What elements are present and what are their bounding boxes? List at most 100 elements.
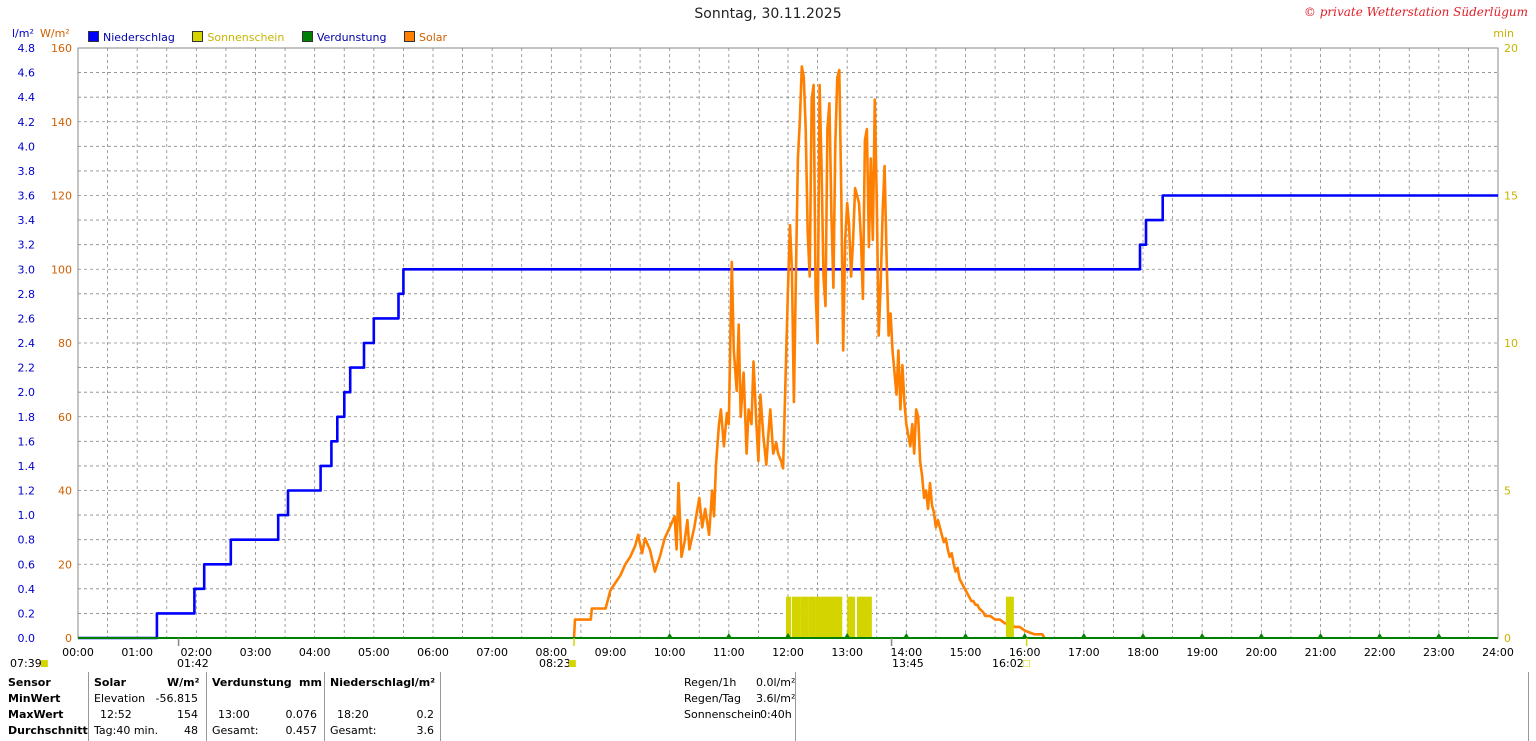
- y-tick-label-rain: 0.4: [18, 583, 36, 596]
- legend-item-verdunstung: Verdunstung: [301, 31, 386, 44]
- evaporation-marker: [1199, 633, 1206, 638]
- y-tick-label-rain: 4.6: [18, 67, 36, 80]
- evaporation-marker: [1080, 633, 1087, 638]
- y-tick-label-rain: 1.4: [18, 460, 36, 473]
- evaporation-marker: [1258, 633, 1265, 638]
- y-tick-label-min: 15: [1504, 190, 1518, 203]
- evaporation-marker: [962, 633, 969, 638]
- sunshine-bar: [803, 596, 809, 638]
- table-divider: [1528, 672, 1529, 741]
- header-solar: Solar: [94, 676, 127, 689]
- y-tick-label-solar: 140: [51, 116, 72, 129]
- y-tick-label-solar: 120: [51, 190, 72, 203]
- x-tick-label: 22:00: [1364, 646, 1396, 659]
- sunshine-bar: [862, 596, 868, 638]
- y-tick-label-rain: 3.2: [18, 239, 36, 252]
- table-divider: [206, 672, 207, 741]
- x-tick-label: 21:00: [1305, 646, 1337, 659]
- y-tick-label-min: 10: [1504, 337, 1518, 350]
- sunset-label: 16:02: [992, 657, 1024, 670]
- x-tick-label: 06:00: [417, 646, 449, 659]
- y-tick-label-min: 20: [1504, 42, 1518, 55]
- min-solar-label: 01:42: [177, 657, 209, 670]
- x-tick-label: 04:00: [299, 646, 331, 659]
- y-tick-label-rain: 2.4: [18, 337, 36, 350]
- y-tick-label-solar: 60: [58, 411, 72, 424]
- legend-item-niederschlag: Niederschlag: [88, 31, 175, 44]
- legend-item-sonnenschein: Sonnenschein: [192, 31, 284, 44]
- table-divider: [88, 672, 89, 741]
- x-tick-label: 13:00: [831, 646, 863, 659]
- table-divider: [324, 672, 325, 741]
- sunrise-label: 07:39: [10, 657, 42, 670]
- cell-rain-b: 3.6: [416, 724, 435, 737]
- sunshine-bar: [850, 596, 856, 638]
- y-tick-label-rain: 2.6: [18, 312, 36, 325]
- y-tick-label-rain: 1.0: [18, 509, 36, 522]
- summary-label: Regen/Tag: [684, 692, 741, 705]
- cell-rain-b: 0.2: [416, 708, 435, 721]
- y-tick-label-rain: 0.6: [18, 558, 36, 571]
- x-tick-label: 17:00: [1068, 646, 1100, 659]
- x-tick-label: 10:00: [654, 646, 686, 659]
- y-tick-label-solar: 160: [51, 42, 72, 55]
- evaporation-marker: [1376, 633, 1383, 638]
- legend: Niederschlag Sonnenschein Verdunstung So…: [88, 31, 461, 44]
- x-tick-label: 15:00: [950, 646, 982, 659]
- y-tick-label-rain: 4.4: [18, 91, 36, 104]
- y-tick-label-rain: 1.6: [18, 435, 36, 448]
- sunshine-bar: [857, 596, 862, 638]
- x-tick-label: 01:00: [121, 646, 153, 659]
- y-tick-label-rain: 4.2: [18, 116, 36, 129]
- evaporation-marker: [1435, 633, 1442, 638]
- summary-value: 0:40h: [760, 708, 792, 721]
- y-tick-label-min: 0: [1504, 632, 1511, 645]
- sunshine-bar: [1005, 596, 1011, 638]
- unit-rain: l/m²: [12, 27, 34, 40]
- header-rain: Niederschlag: [330, 676, 412, 689]
- evaporation-marker: [844, 633, 851, 638]
- y-tick-label-rain: 4.8: [18, 42, 36, 55]
- y-tick-label-rain: 1.2: [18, 485, 36, 498]
- legend-swatch: [88, 31, 99, 42]
- weather-chart: 0.0 0.2 0.4 0.6 0.8 1.0 1.2 1.4 1.6 1.8 2.0 2.2 2.4 2…: [18, 42, 1519, 659]
- x-tick-label: 16:00: [1009, 646, 1041, 659]
- sunshine-bar: [859, 596, 865, 638]
- x-tick-label: 09:00: [595, 646, 627, 659]
- evaporation-marker: [785, 633, 791, 638]
- y-tick-label-rain: 0.8: [18, 534, 36, 547]
- rain-line: [78, 194, 1498, 640]
- summary-label: Sonnenschein: [684, 708, 761, 721]
- sunset-icon: □: [1022, 659, 1031, 669]
- header-evap: Verdunstung: [212, 676, 292, 689]
- y-tick-label-solar: 40: [58, 485, 72, 498]
- solar-line: [572, 65, 1046, 639]
- table-divider: [440, 672, 441, 741]
- cell-solar-a: Tag:40 min.: [94, 724, 159, 737]
- y-tick-label-rain: 3.8: [18, 165, 36, 178]
- summary-value: 3.6l/m²: [756, 692, 796, 705]
- y-tick-label-solar: 100: [51, 263, 72, 276]
- cell-evap-b: 0.457: [285, 724, 318, 737]
- cell-solar-b: 48: [184, 724, 198, 737]
- sunshine-bar: [791, 596, 797, 638]
- sunshine-bar: [847, 596, 853, 638]
- x-tick-label: 24:00: [1482, 646, 1514, 659]
- x-tick-label: 19:00: [1186, 646, 1218, 659]
- y-tick-label-rain: 2.2: [18, 362, 36, 375]
- x-tick-label: 12:00: [772, 646, 804, 659]
- y-tick-label-solar: 0: [65, 632, 72, 645]
- cell-evap-a: Gesamt:: [212, 724, 259, 737]
- sunshine-bar: [833, 596, 839, 638]
- sunshine-bar: [827, 596, 833, 638]
- evaporation-marker: [903, 633, 910, 638]
- summary-value: 0.0l/m²: [756, 676, 796, 689]
- cell-solar-b: -56.815: [155, 692, 198, 705]
- y-tick-label-rain: 2.8: [18, 288, 36, 301]
- stats-table: Sensor Solar W/m² Verdunstung mm Nieders…: [0, 672, 1536, 741]
- x-tick-label: 14:00: [890, 646, 922, 659]
- cell-solar-a: Elevation: [94, 692, 146, 705]
- x-tick-label: 11:00: [713, 646, 745, 659]
- y-tick-label-solar: 20: [58, 558, 72, 571]
- y-tick-label-rain: 2.0: [18, 386, 36, 399]
